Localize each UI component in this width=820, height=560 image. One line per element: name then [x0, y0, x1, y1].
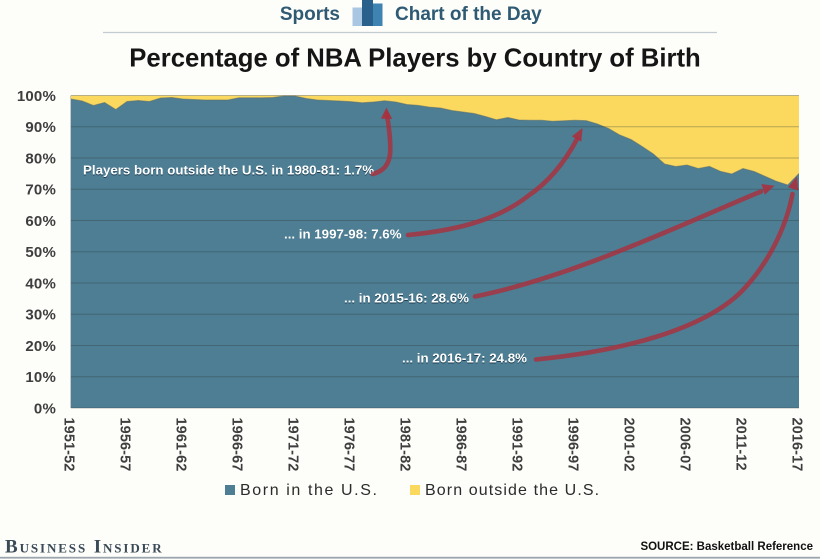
svg-text:2001-02: 2001-02: [621, 418, 637, 472]
svg-text:Sports: Sports: [280, 4, 340, 25]
svg-text:1961-62: 1961-62: [173, 418, 189, 472]
svg-text:1981-82: 1981-82: [397, 418, 413, 472]
svg-text:50%: 50%: [25, 244, 56, 261]
svg-text:2016-17: 2016-17: [789, 418, 805, 472]
svg-text:30%: 30%: [25, 307, 56, 324]
svg-text:70%: 70%: [25, 182, 56, 199]
svg-text:1996-97: 1996-97: [565, 418, 581, 472]
svg-text:... in 1997-98: 7.6%: ... in 1997-98: 7.6%: [284, 227, 402, 242]
svg-text:... in 1997-98: 7.6%: ... in 1997-98: 7.6%: [284, 227, 402, 242]
svg-text:90%: 90%: [25, 119, 56, 136]
svg-text:2011-12: 2011-12: [733, 418, 749, 471]
svg-text:... in 2015-16: 28.6%: ... in 2015-16: 28.6%: [344, 292, 469, 307]
svg-text:Chart of the Day: Chart of the Day: [395, 4, 542, 25]
svg-text:2006-07: 2006-07: [677, 418, 693, 472]
svg-text:1956-57: 1956-57: [117, 418, 133, 472]
svg-text:Business Insider: Business Insider: [5, 537, 164, 558]
svg-text:... in 2015-16: 28.6%: ... in 2015-16: 28.6%: [344, 291, 469, 306]
svg-text:1986-87: 1986-87: [453, 418, 469, 472]
svg-text:1971-72: 1971-72: [285, 418, 301, 472]
svg-text:Percentage of NBA Players by C: Percentage of NBA Players by Country of …: [129, 45, 700, 73]
svg-text:60%: 60%: [25, 213, 56, 230]
svg-text:1991-92: 1991-92: [509, 418, 525, 472]
svg-text:Born outside the U.S.: Born outside the U.S.: [425, 482, 600, 499]
svg-text:Born in the U.S.: Born in the U.S.: [240, 482, 379, 499]
svg-text:1966-67: 1966-67: [229, 418, 245, 472]
svg-text:Players born outside the U.S.: Players born outside the U.S. in 1980-81…: [83, 164, 374, 179]
svg-text:1976-77: 1976-77: [341, 418, 357, 472]
svg-text:0%: 0%: [34, 400, 56, 417]
svg-text:Players born outside the U.S.: Players born outside the U.S. in 1980-81…: [83, 163, 374, 178]
svg-text:100%: 100%: [17, 88, 56, 105]
svg-text:SOURCE: Basketball Reference: SOURCE: Basketball Reference: [640, 541, 813, 553]
svg-text:20%: 20%: [25, 338, 56, 355]
svg-text:... in 2016-17: 24.8%: ... in 2016-17: 24.8%: [402, 351, 527, 366]
svg-text:80%: 80%: [25, 150, 56, 167]
svg-text:... in 2016-17: 24.8%: ... in 2016-17: 24.8%: [402, 352, 527, 367]
svg-text:1951-52: 1951-52: [61, 418, 77, 472]
svg-text:40%: 40%: [25, 275, 56, 292]
svg-text:10%: 10%: [25, 369, 56, 386]
